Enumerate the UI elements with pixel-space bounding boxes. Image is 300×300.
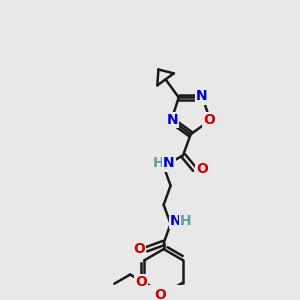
Text: O: O — [154, 288, 166, 300]
Text: O: O — [196, 162, 208, 176]
Text: N: N — [167, 113, 178, 127]
Text: H: H — [180, 214, 192, 228]
Text: N: N — [163, 157, 175, 170]
Text: N: N — [196, 89, 208, 103]
Text: O: O — [203, 113, 215, 127]
Text: H: H — [153, 157, 164, 170]
Text: N: N — [170, 214, 182, 228]
Text: O: O — [135, 275, 147, 289]
Text: O: O — [134, 242, 145, 256]
